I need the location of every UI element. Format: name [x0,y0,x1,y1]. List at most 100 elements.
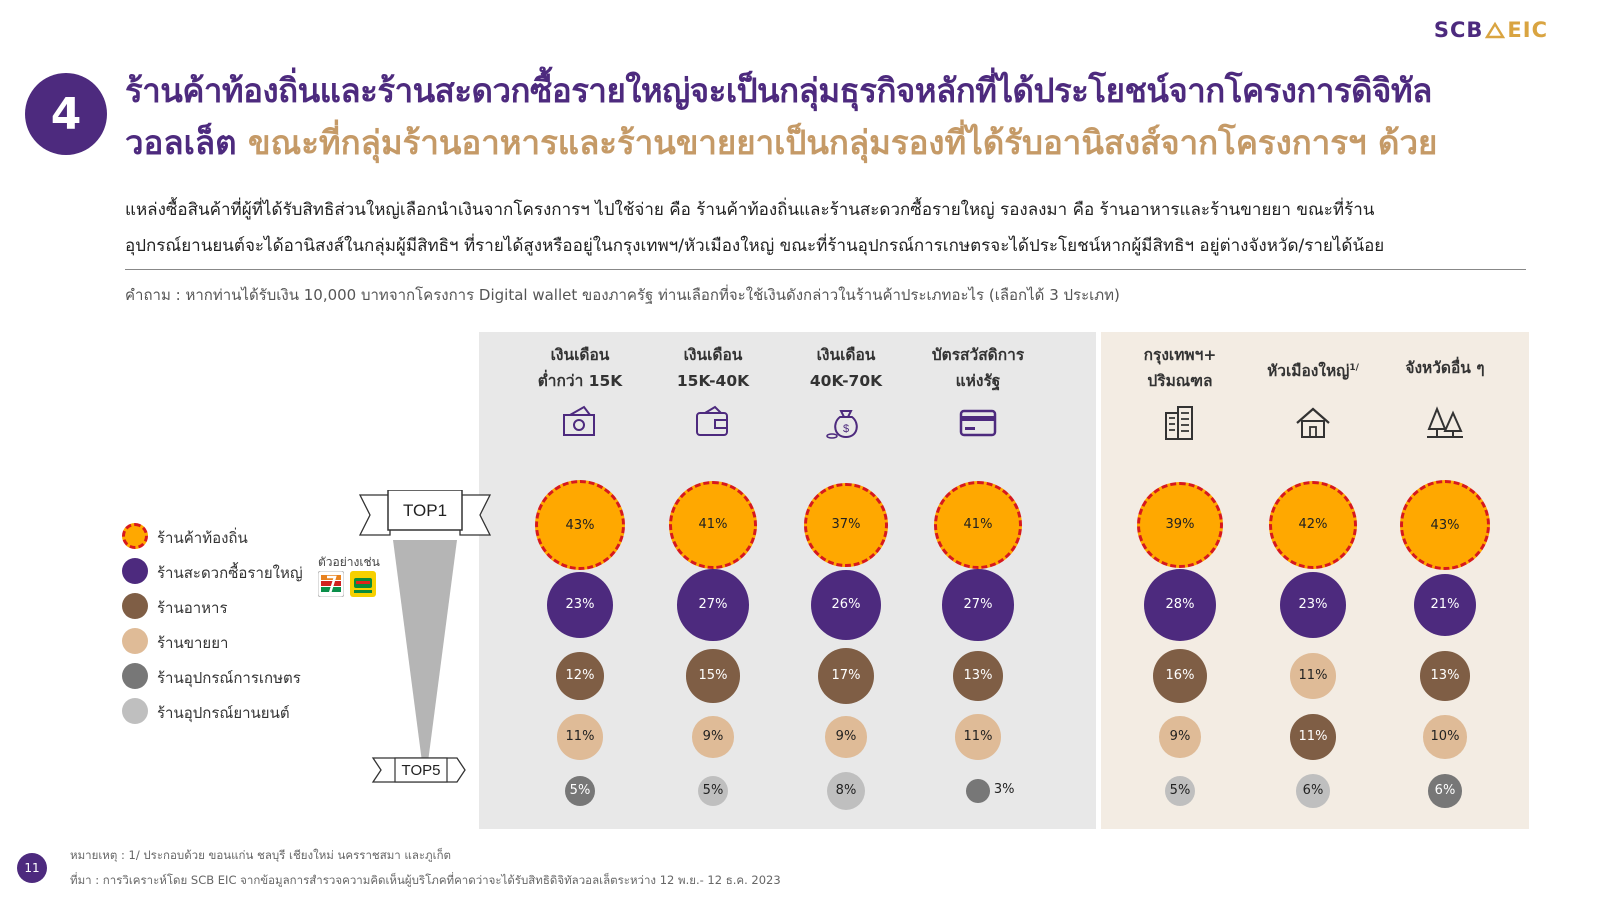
money-bag-icon: $ [826,410,858,439]
legend-swatch-pharmacy [122,628,148,654]
bubble-col6-pharmacy: 11% [1290,653,1336,699]
bubble-col3-food: 17% [817,647,875,705]
logo-house-icon [1485,21,1506,39]
wallet-icon [696,405,728,436]
bubble-value: 15% [698,668,728,684]
bubble-col3-convenience: 26% [811,570,881,640]
example-label: ตัวอย่างเช่น [318,555,380,569]
bubble-value: 39% [1165,517,1195,533]
bubble-value: 6% [1302,783,1324,799]
bubble-value: 23% [1298,597,1328,613]
bubble-col5-local: 39% [1137,482,1223,568]
column-header-line1: เงินเดือน [683,346,743,364]
bubble-col6-food: 11% [1290,714,1336,760]
cash-icon [563,405,595,436]
page-number: 11 [17,853,47,883]
column-header-line2: แห่งรัฐ [955,372,1001,390]
top5-box [394,757,448,783]
title-line2: วอลเล็ต ขณะที่กลุ่มร้านอาหารและร้านขายยา… [125,122,1437,164]
subtitle-line2: อุปกรณ์ยานยนต์จะได้อานิสงส์ในกลุ่มผู้มีส… [125,236,1385,256]
bubble-value: 3% [993,782,1015,797]
legend-label-local: ร้านค้าท้องถิ่น [157,529,248,547]
bubble-col6-auto: 6% [1296,774,1330,808]
legend-swatch-auto [122,698,148,724]
bubble-col2-pharmacy: 9% [692,716,734,758]
bubble-col2-food: 15% [686,649,740,703]
bubble-value: 9% [835,729,857,745]
bubble-col4-pharmacy: 11% [955,714,1001,760]
bubble-col1-pharmacy: 11% [557,714,603,760]
card-icon [959,409,997,437]
logo-text-a: SCB [1433,18,1484,42]
legend-swatch-local [122,523,148,549]
bubble-value: 37% [831,517,861,533]
column-header-line2: ต่ำกว่า 15K [537,372,623,390]
top1-ribbon-left [358,494,391,536]
bubble-value: 26% [831,597,861,613]
column-header-sup: 1/ [1349,363,1359,373]
legend-label-convenience: ร้านสะดวกซื้อรายใหญ่ [157,564,303,582]
column-header-col7: จังหวัดอื่น ๆ [1380,355,1510,381]
bubble-col3-local: 37% [804,483,888,567]
bubble-col6-convenience: 23% [1280,572,1346,638]
bubble-col4-agri [966,779,990,803]
bubble-value: 11% [963,729,993,745]
column-header-col1: เงินเดือนต่ำกว่า 15K [515,342,645,394]
bubble-value: 27% [698,597,728,613]
bubble-col1-food: 12% [556,652,604,700]
bubble-col7-pharmacy: 10% [1423,715,1467,759]
section-number: 4 [25,73,107,155]
bubble-value: 41% [698,517,728,533]
column-header-line2: 15K-40K [676,372,750,390]
top5-label: TOP5 [402,762,441,779]
bubble-col2-auto: 5% [697,775,729,807]
title-line2-part1: วอลเล็ต [125,123,237,162]
bubble-col5-pharmacy: 9% [1159,716,1201,758]
bubble-value: 23% [565,597,595,613]
legend-swatch-food [122,593,148,619]
bubble-value: 6% [1434,783,1456,799]
bubble-value: 12% [565,668,595,684]
bubble-value: 21% [1430,597,1460,613]
bubble-col3-auto: 8% [826,771,866,811]
bubble-value: 13% [963,668,993,684]
svg-text:$: $ [843,423,849,435]
column-header-line1: หัวเมืองใหญ่1/ [1267,362,1359,381]
survey-question: คำถาม : หากท่านได้รับเงิน 10,000 บาทจากโ… [125,286,1120,304]
column-header-line1: บัตรสวัสดิการ [931,346,1025,364]
bubble-col7-food: 13% [1420,651,1470,701]
bubble-col1-agri: 5% [564,775,596,807]
scb-eic-logo: SCB EIC [1434,18,1548,42]
bubble-col5-convenience: 28% [1143,568,1217,642]
column-header-line1: เงินเดือน [816,346,876,364]
footnote: หมายเหตุ : 1/ ประกอบด้วย ขอนแก่น ชลบุรี … [70,848,451,862]
bubble-col6-local: 42% [1268,480,1358,570]
column-header-line1: เงินเดือน [550,346,610,364]
legend-label-food: ร้านอาหาร [157,599,228,617]
funnel-shape [393,540,457,762]
title-line1: ร้านค้าท้องถิ่นและร้านสะดวกซื้อรายใหญ่จะ… [125,71,1432,110]
lotus-go-fresh-logo [350,571,376,597]
bubble-col7-convenience: 21% [1413,573,1477,637]
column-header-line1: กรุงเทพฯ+ [1143,346,1217,364]
bubble-value: 8% [835,783,857,799]
bubble-col1-local: 43% [535,480,625,570]
bubble-value: 11% [1298,668,1328,684]
bubble-value: 17% [831,668,861,684]
bubble-value: 9% [702,729,724,745]
bubble-col4-food: 13% [953,651,1003,701]
legend-swatch-agri [122,663,148,689]
seven-eleven-logo [318,571,344,597]
trees-icon [1427,406,1463,438]
rank-funnel: TOP1 TOP5 [358,490,492,783]
bubble-value: 41% [963,517,993,533]
column-header-col3: เงินเดือน 40K-70K [781,342,911,394]
bubble-value: 13% [1430,668,1460,684]
bubble-value: 28% [1165,597,1195,613]
top1-ribbon-right [459,494,492,536]
bubble-value: 10% [1430,729,1460,745]
bubble-value: 16% [1165,668,1195,684]
top1-box [387,490,463,531]
bubble-value: 5% [569,783,591,799]
subtitle-line1: แหล่งซื้อสินค้าที่ผู้ที่ได้รับสิทธิส่วนใ… [125,200,1375,220]
